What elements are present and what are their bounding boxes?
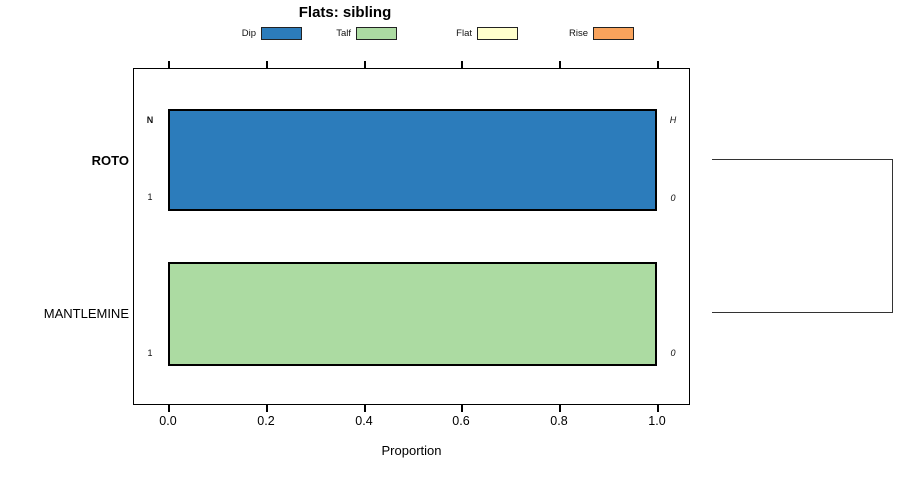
top-axis-tick [364,61,366,68]
corner-label-zero-mantlemine: 0 [670,348,676,358]
x-axis-title: Proportion [381,443,442,458]
bar-roto [168,109,657,211]
top-axis-tick [168,61,170,68]
chart-title: Flats: sibling [298,4,392,21]
bottom-axis-tick [168,405,170,412]
corner-label-h: H [669,115,677,125]
bottom-axis-tick [266,405,268,412]
corner-label-n: N [146,115,154,125]
category-label-roto: ROTO [91,153,129,168]
bottom-axis-tick [657,405,659,412]
bottom-axis-tick [364,405,366,412]
corner-label-zero-roto: 0 [670,193,676,203]
legend-label-dip: Dip [241,28,256,39]
top-axis-tick [461,61,463,68]
x-tick-label: 0.4 [355,414,373,428]
x-tick-label: 0.8 [550,414,568,428]
top-axis-tick [657,61,659,68]
x-tick-label: 1.0 [648,414,666,428]
bottom-axis-tick [559,405,561,412]
corner-label-one-mantlemine: 1 [147,348,153,358]
top-axis-tick [559,61,561,68]
legend-label-talf: Talf [336,28,351,39]
x-tick-label: 0.0 [159,414,177,428]
legend-swatch-flat [477,27,518,40]
bar-mantlemine [168,262,657,366]
legend-swatch-rise [593,27,634,40]
legend-label-flat: Flat [456,28,472,39]
top-axis-tick [266,61,268,68]
x-tick-label: 0.6 [452,414,470,428]
right-bracket-connector [712,159,893,313]
corner-label-one-roto: 1 [147,192,153,202]
bottom-axis-tick [461,405,463,412]
x-tick-label: 0.2 [257,414,275,428]
category-label-mantlemine: MANTLEMINE [43,306,129,321]
legend-swatch-dip [261,27,302,40]
legend-swatch-talf [356,27,397,40]
plot-frame [133,68,690,405]
legend-label-rise: Rise [568,28,588,39]
